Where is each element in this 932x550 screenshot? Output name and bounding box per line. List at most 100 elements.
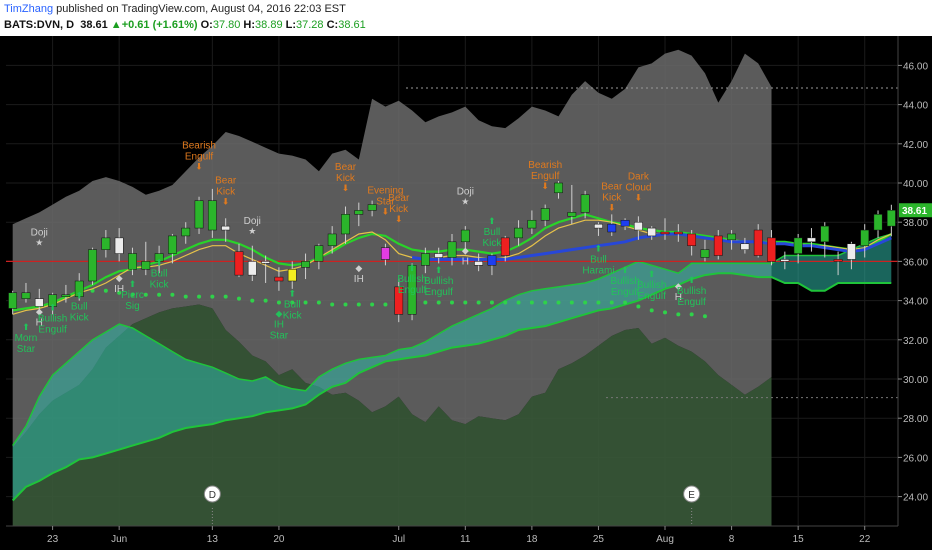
candle [74,280,84,297]
annotation-glyph: ⬆ [621,265,629,275]
bull-dot [450,300,454,305]
annotation-label: Kick [482,238,502,249]
candle [700,249,710,258]
bull-dot [623,300,628,305]
event-label: D [209,490,216,501]
pattern-annotation: ◆H [675,281,682,303]
candle [540,208,550,221]
annotation-label: Pierc [121,290,144,301]
annotation-glyph: ⬆ [49,302,57,312]
annotation-label: Kick [602,192,622,203]
annotation-label: IH [114,284,124,295]
bull-dot [663,310,668,315]
bull-dot [556,300,561,305]
annotation-glyph: ◆ [355,263,362,273]
annotation-label: Kick [336,173,356,184]
time-tick-label: Aug [656,534,674,545]
annotation-label: Star [270,330,289,341]
annotation-label: Engulf [185,151,214,162]
time-tick-label: 20 [273,534,285,545]
candle [753,229,763,256]
open-label: O: [200,19,213,31]
candle [873,214,883,231]
annotation-label: Bull [151,268,168,279]
bull-dot [117,290,122,295]
time-tick-label: 22 [859,534,871,545]
last-price-badge-label: 38.61 [902,206,927,217]
annotation-glyph: ⬇ [222,197,230,207]
candle [407,265,417,315]
annotation-glyph: ⬆ [288,289,296,299]
bull-dot [529,300,534,305]
candle [48,294,57,307]
candle [114,237,124,254]
time-tick-label: 11 [460,534,471,545]
bull-dot [143,292,148,297]
bull-dot [316,300,321,305]
candle [8,292,18,309]
bull-dot [183,294,188,299]
price-tick-label: 28.00 [903,414,928,425]
author-link[interactable]: TimZhang [4,3,54,15]
price-tick-label: 42.00 [903,140,928,151]
bull-dot [596,300,601,305]
annotation-glyph: ◆ [675,281,682,291]
candle [847,243,856,260]
event-marker [683,485,701,503]
annotation-label: Bullish [424,276,453,287]
annotation-glyph: ◆ [116,273,123,283]
annotation-label: Bull [71,302,88,313]
time-tick-label: 23 [47,534,59,545]
open-value: 37.80 [212,19,241,31]
bull-dot [170,292,175,297]
annotation-glyph: ⬆ [648,269,656,279]
annotation-label: Bullish [637,280,666,291]
annotation-label: Bull [590,255,607,266]
annotation-label: H [462,257,469,268]
annotation-label: Bull [284,300,301,311]
bull-dot [583,300,588,305]
bull-dot [290,300,295,305]
annotation-glyph: ⬇ [541,181,549,191]
annotation-label: Bearish [182,140,216,151]
bull-dot [649,308,654,313]
pattern-annotation: ★Doji [457,187,474,207]
annotation-label: Doji [244,216,261,227]
annotation-label: Kick [216,187,236,198]
annotation-glyph: ⬆ [408,263,416,273]
candle [101,237,111,250]
bull-dot [210,294,215,299]
bull-dot [463,300,468,305]
candle [154,253,164,262]
symbol-label[interactable]: BATS:DVN, D [4,19,75,31]
bull-dot [276,300,281,305]
bull-dot [263,298,268,303]
candle [194,200,204,229]
candle [833,259,843,262]
price-tick-label: 38.00 [903,218,928,229]
candle [673,231,683,235]
bull-dot [609,300,614,305]
bull-dot [636,304,641,309]
candle [793,237,803,254]
price-tick-label: 34.00 [903,297,928,308]
candle [327,233,337,246]
bull-dot [543,300,548,305]
price-chart[interactable]: ★Doji◆H⬆MornStar⬆BullishEngulf⬆BullKick◆… [0,36,932,550]
annotation-label: H [675,292,682,303]
annotation-label: Bullish [610,276,639,287]
annotation-label: Engulf [425,287,454,298]
annotation-glyph: ⬆ [155,257,163,267]
annotation-label: Dark [628,172,650,183]
